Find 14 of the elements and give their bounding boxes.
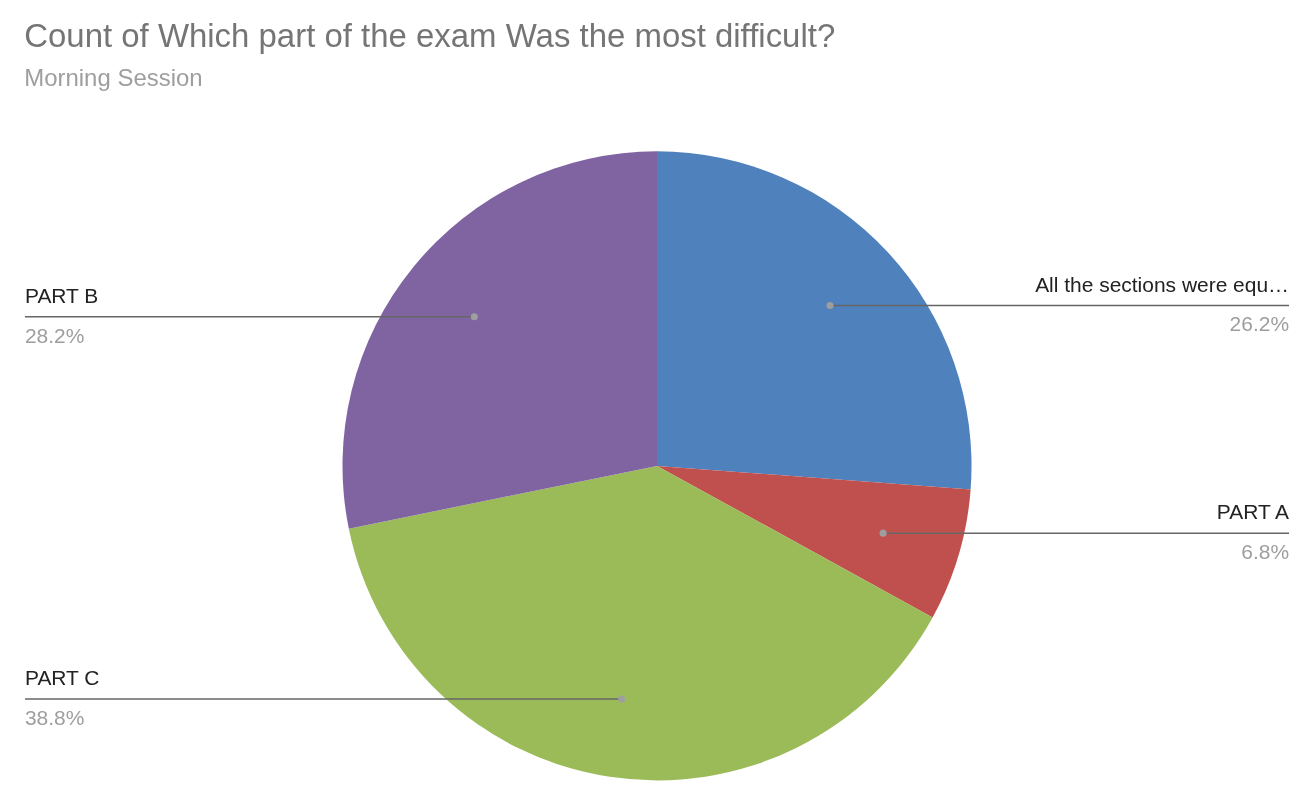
data-label: 38.8% bbox=[24, 706, 85, 730]
slice-label: PART C bbox=[24, 666, 100, 690]
pie-slice bbox=[348, 465, 933, 781]
slice-label: PART A bbox=[1216, 500, 1290, 524]
chart-subtitle: Morning Session bbox=[24, 64, 203, 92]
slice-label: PART B bbox=[24, 283, 99, 307]
slice-label: All the sections were equ… bbox=[1035, 272, 1290, 296]
chart-title: Count of Which part of the exam Was the most difficult? bbox=[24, 16, 836, 54]
pie-slice bbox=[342, 151, 657, 529]
data-label: 26.2% bbox=[1229, 312, 1290, 336]
data-label: 6.8% bbox=[1241, 540, 1290, 564]
pie-slice bbox=[657, 151, 972, 490]
data-label: 28.2% bbox=[24, 323, 85, 347]
pie-slice bbox=[657, 465, 971, 618]
